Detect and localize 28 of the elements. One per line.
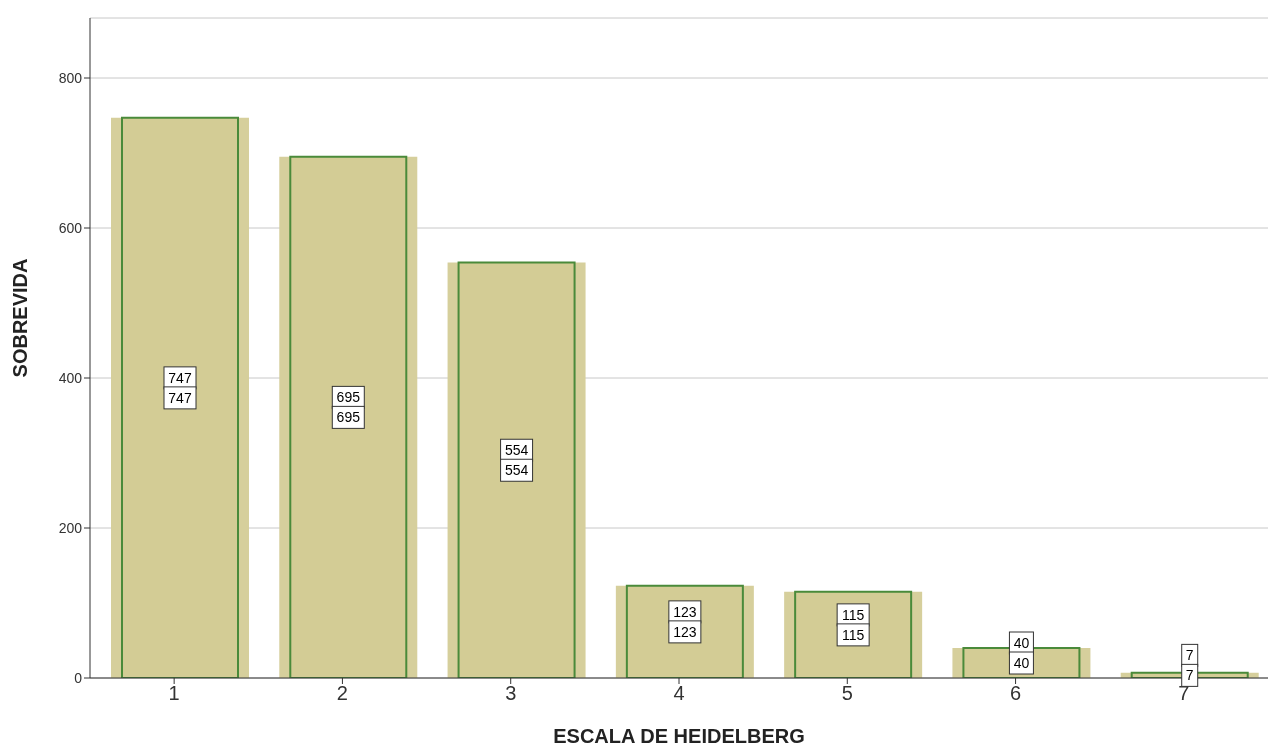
x-tick-label: 3 — [505, 682, 517, 705]
data-label: 554 — [504, 462, 529, 479]
data-label: 695 — [336, 389, 361, 406]
x-tick-label: 2 — [336, 682, 348, 705]
data-label: 115 — [841, 626, 865, 643]
x-tick-label: 4 — [673, 682, 685, 705]
data-label: 554 — [504, 442, 529, 459]
data-label: 40 — [1013, 635, 1030, 651]
data-label: 115 — [841, 606, 865, 623]
y-tick-label: 200 — [58, 519, 83, 536]
data-label: 123 — [673, 603, 697, 620]
x-tick-label: 1 — [168, 682, 180, 705]
y-axis-title: SOBREVIDA — [9, 258, 32, 378]
x-axis-title: ESCALA DE HEIDELBERG — [553, 725, 805, 747]
y-tick-label: 600 — [58, 219, 83, 236]
data-label: 40 — [1013, 655, 1030, 671]
x-tick-label: 6 — [1010, 682, 1022, 705]
x-tick-label: 5 — [841, 682, 853, 705]
y-tick-label: 400 — [58, 369, 83, 386]
data-label: 7 — [1185, 667, 1194, 684]
y-tick-label: 0 — [74, 669, 83, 686]
data-label: 695 — [336, 409, 361, 426]
y-tick-label: 800 — [58, 69, 83, 86]
data-label: 747 — [168, 369, 192, 386]
x-tick-label: 7 — [1178, 682, 1190, 705]
data-label: 7 — [1185, 647, 1194, 664]
data-label: 747 — [168, 389, 192, 406]
data-label: 123 — [673, 623, 697, 640]
